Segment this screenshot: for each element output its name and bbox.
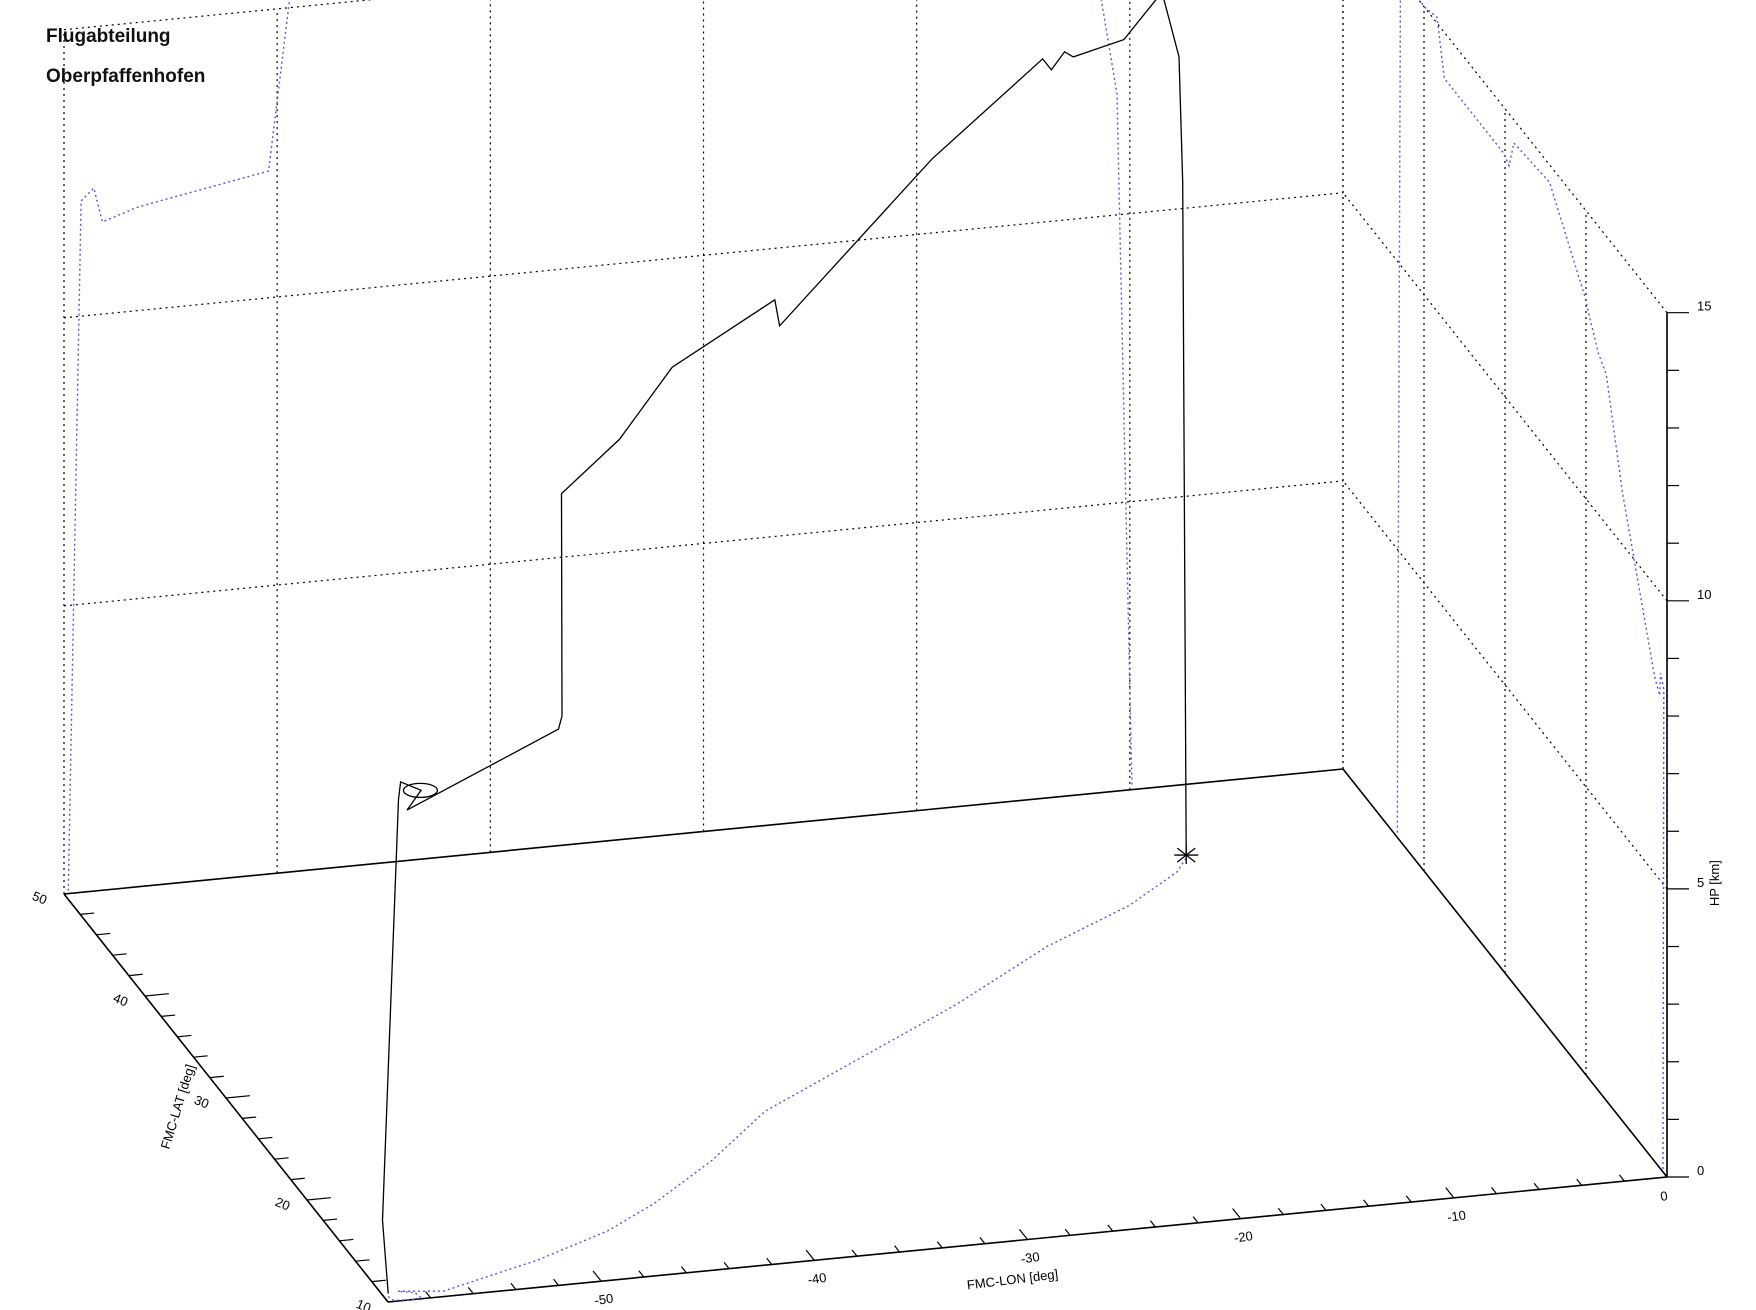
floor-edge-back [63, 768, 1344, 895]
z-tick-label: 15 [1697, 299, 1711, 314]
x-tick [1405, 1195, 1412, 1203]
x-tick [766, 1257, 773, 1265]
x-tick-label: -50 [593, 1291, 614, 1308]
floor-edge-right [1342, 768, 1668, 1178]
x-tick-label: -30 [1020, 1249, 1041, 1266]
x-tick [1107, 1224, 1114, 1232]
y-tick [242, 1116, 257, 1119]
x-tick [467, 1287, 474, 1295]
y-tick [177, 1034, 192, 1038]
y-tick [209, 1075, 224, 1079]
x-tick [894, 1245, 901, 1253]
y-tick [161, 1014, 176, 1017]
y-tick [128, 973, 143, 977]
z-tick-label: 0 [1697, 1163, 1704, 1178]
z-tick-label: 10 [1697, 587, 1711, 602]
x-tick [1277, 1207, 1284, 1215]
y-tick-label: 30 [192, 1092, 211, 1111]
x-tick [553, 1278, 560, 1286]
x-tick [1232, 1208, 1242, 1220]
y-tick [371, 1279, 386, 1283]
x-tick [1658, 1166, 1668, 1178]
x-tick [1445, 1187, 1455, 1199]
x-tick [1064, 1228, 1071, 1236]
x-tick [425, 1291, 432, 1299]
y-tick [258, 1136, 273, 1140]
grid-line [63, 192, 1344, 319]
grid-line [63, 480, 1344, 607]
x-tick [638, 1270, 645, 1278]
header-org: Flugabteilung [46, 26, 171, 47]
track-layer [381, 0, 1199, 1294]
y-tick [290, 1177, 305, 1181]
x-tick-label: 0 [1659, 1188, 1668, 1204]
y-tick [80, 912, 95, 915]
projection-side-wall [1396, 0, 1665, 1170]
x-tick [510, 1282, 517, 1290]
y-tick-label: 40 [111, 990, 130, 1009]
y-tick-label: 50 [30, 888, 49, 907]
y-tick [274, 1157, 289, 1160]
flight-track [381, 0, 1187, 1294]
x-tick [851, 1249, 858, 1257]
x-tick [680, 1266, 687, 1274]
grid-layer [63, 0, 1668, 1177]
y-axis-label: FMC-LAT [deg] [158, 1063, 198, 1151]
x-tick [1149, 1220, 1156, 1228]
y-tick [193, 1055, 208, 1058]
y-tick-label: 20 [273, 1194, 292, 1213]
axes-layer [63, 312, 1689, 1303]
holding-loop [402, 782, 439, 799]
x-tick [1491, 1187, 1497, 1195]
z-tick-label: 5 [1697, 875, 1704, 890]
x-tick [805, 1249, 815, 1261]
end-marker [1174, 846, 1199, 865]
x-axis-line [387, 1176, 1668, 1303]
projection-floor [387, 857, 1187, 1302]
x-tick [979, 1237, 986, 1245]
projection-back-wall [67, 0, 1133, 891]
projection-layer [67, 0, 1665, 1302]
x-tick [1618, 1174, 1625, 1182]
y-tick [225, 1095, 250, 1099]
header-location: Oberpfaffenhofen [46, 66, 206, 87]
y-tick [96, 932, 111, 936]
x-tick [1192, 1216, 1199, 1224]
x-tick [1018, 1228, 1028, 1240]
x-tick-label: -10 [1446, 1207, 1467, 1224]
y-tick [144, 993, 169, 997]
y-tick [323, 1218, 338, 1221]
x-tick [1576, 1178, 1583, 1186]
x-tick [723, 1262, 730, 1270]
x-tick-label: -40 [807, 1270, 828, 1287]
y-tick [112, 953, 127, 956]
x-tick [1533, 1182, 1540, 1190]
x-tick-label: -20 [1233, 1228, 1254, 1245]
z-axis-label: HP [km] [1707, 860, 1722, 906]
y-tick [63, 891, 88, 895]
y-tick [339, 1238, 354, 1242]
y-tick [306, 1197, 331, 1201]
y-tick-label: 10 [354, 1296, 373, 1310]
x-tick [1363, 1199, 1370, 1207]
x-tick [936, 1241, 943, 1249]
x-tick [592, 1270, 602, 1282]
x-axis-label: FMC-LON [deg] [966, 1266, 1059, 1292]
y-tick [355, 1259, 370, 1262]
x-tick [1320, 1203, 1327, 1211]
